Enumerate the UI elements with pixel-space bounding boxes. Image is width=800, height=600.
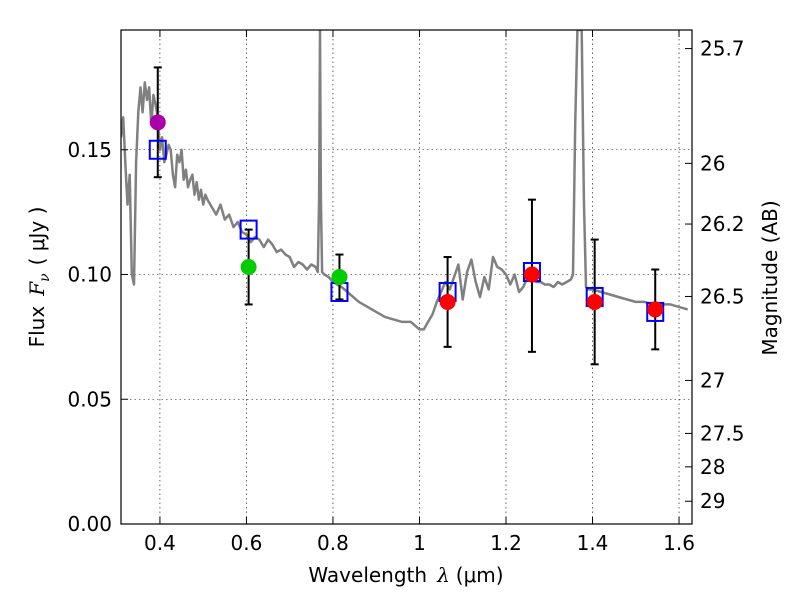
model-band-box <box>148 139 167 160</box>
x-tick-label: 1.2 <box>490 531 522 555</box>
plot-frame <box>120 29 693 525</box>
y-tick-label: 0.10 <box>67 263 112 287</box>
observed-point-red <box>647 301 664 318</box>
x-axis-label-text: Wavelength <box>308 563 427 587</box>
magnitude-tick-label: 28 <box>700 455 725 479</box>
magnitude-tick-label: 26.5 <box>700 284 745 308</box>
y-tick-label: 0.15 <box>67 138 112 162</box>
magnitude-axis-ticks: 25.7 26 26.2 26.5 27 27.5 28 29 <box>685 37 745 513</box>
model-spectrum-line <box>121 30 689 331</box>
observed-point-red <box>439 293 456 310</box>
y-axis-label-subscript: ν <box>37 273 53 282</box>
x-tick-label: 0.6 <box>231 531 263 555</box>
x-axis-label-unit: (μm) <box>456 563 504 587</box>
y-tick-label: 0.00 <box>67 512 112 536</box>
observed-point-purple <box>149 114 166 131</box>
magnitude-tick-label: 27 <box>700 368 725 392</box>
observed-point-red <box>586 293 603 310</box>
y-axis-label-symbol: F <box>25 281 49 297</box>
x-tick-label: 0.4 <box>144 531 176 555</box>
x-tick-label: 1 <box>413 531 426 555</box>
observed-points-layer <box>149 114 664 318</box>
y-axis-label-text: Flux <box>25 306 49 348</box>
magnitude-tick-label: 29 <box>700 489 725 513</box>
observed-point-green <box>240 259 257 276</box>
model-spectrum-layer <box>121 30 689 331</box>
y-axis-ticks: 0.00 0.05 0.10 0.15 <box>67 138 128 536</box>
x-axis-label: Wavelength λ (μm) <box>308 563 503 587</box>
y-axis-label-unit: ( μJy ) <box>25 207 49 266</box>
magnitude-tick-label: 26.2 <box>700 212 745 236</box>
magnitude-axis-label: Magnitude (AB) <box>758 200 782 355</box>
x-axis-ticks: 0.4 0.6 0.8 1 1.2 1.4 1.6 <box>144 30 695 555</box>
x-tick-label: 0.8 <box>317 531 349 555</box>
observed-point-red <box>523 266 540 283</box>
y-tick-label: 0.05 <box>67 387 112 411</box>
x-tick-label: 1.6 <box>663 531 695 555</box>
model-band-box <box>239 219 258 240</box>
magnitude-tick-label: 27.5 <box>700 421 745 445</box>
x-axis-label-symbol: λ <box>436 563 450 587</box>
y-axis-label: Flux Fν ( μJy ) <box>25 207 53 348</box>
x-tick-label: 1.4 <box>577 531 609 555</box>
magnitude-tick-label: 26 <box>700 151 725 175</box>
magnitude-tick-label: 25.7 <box>700 37 745 61</box>
observed-point-green <box>331 269 348 285</box>
